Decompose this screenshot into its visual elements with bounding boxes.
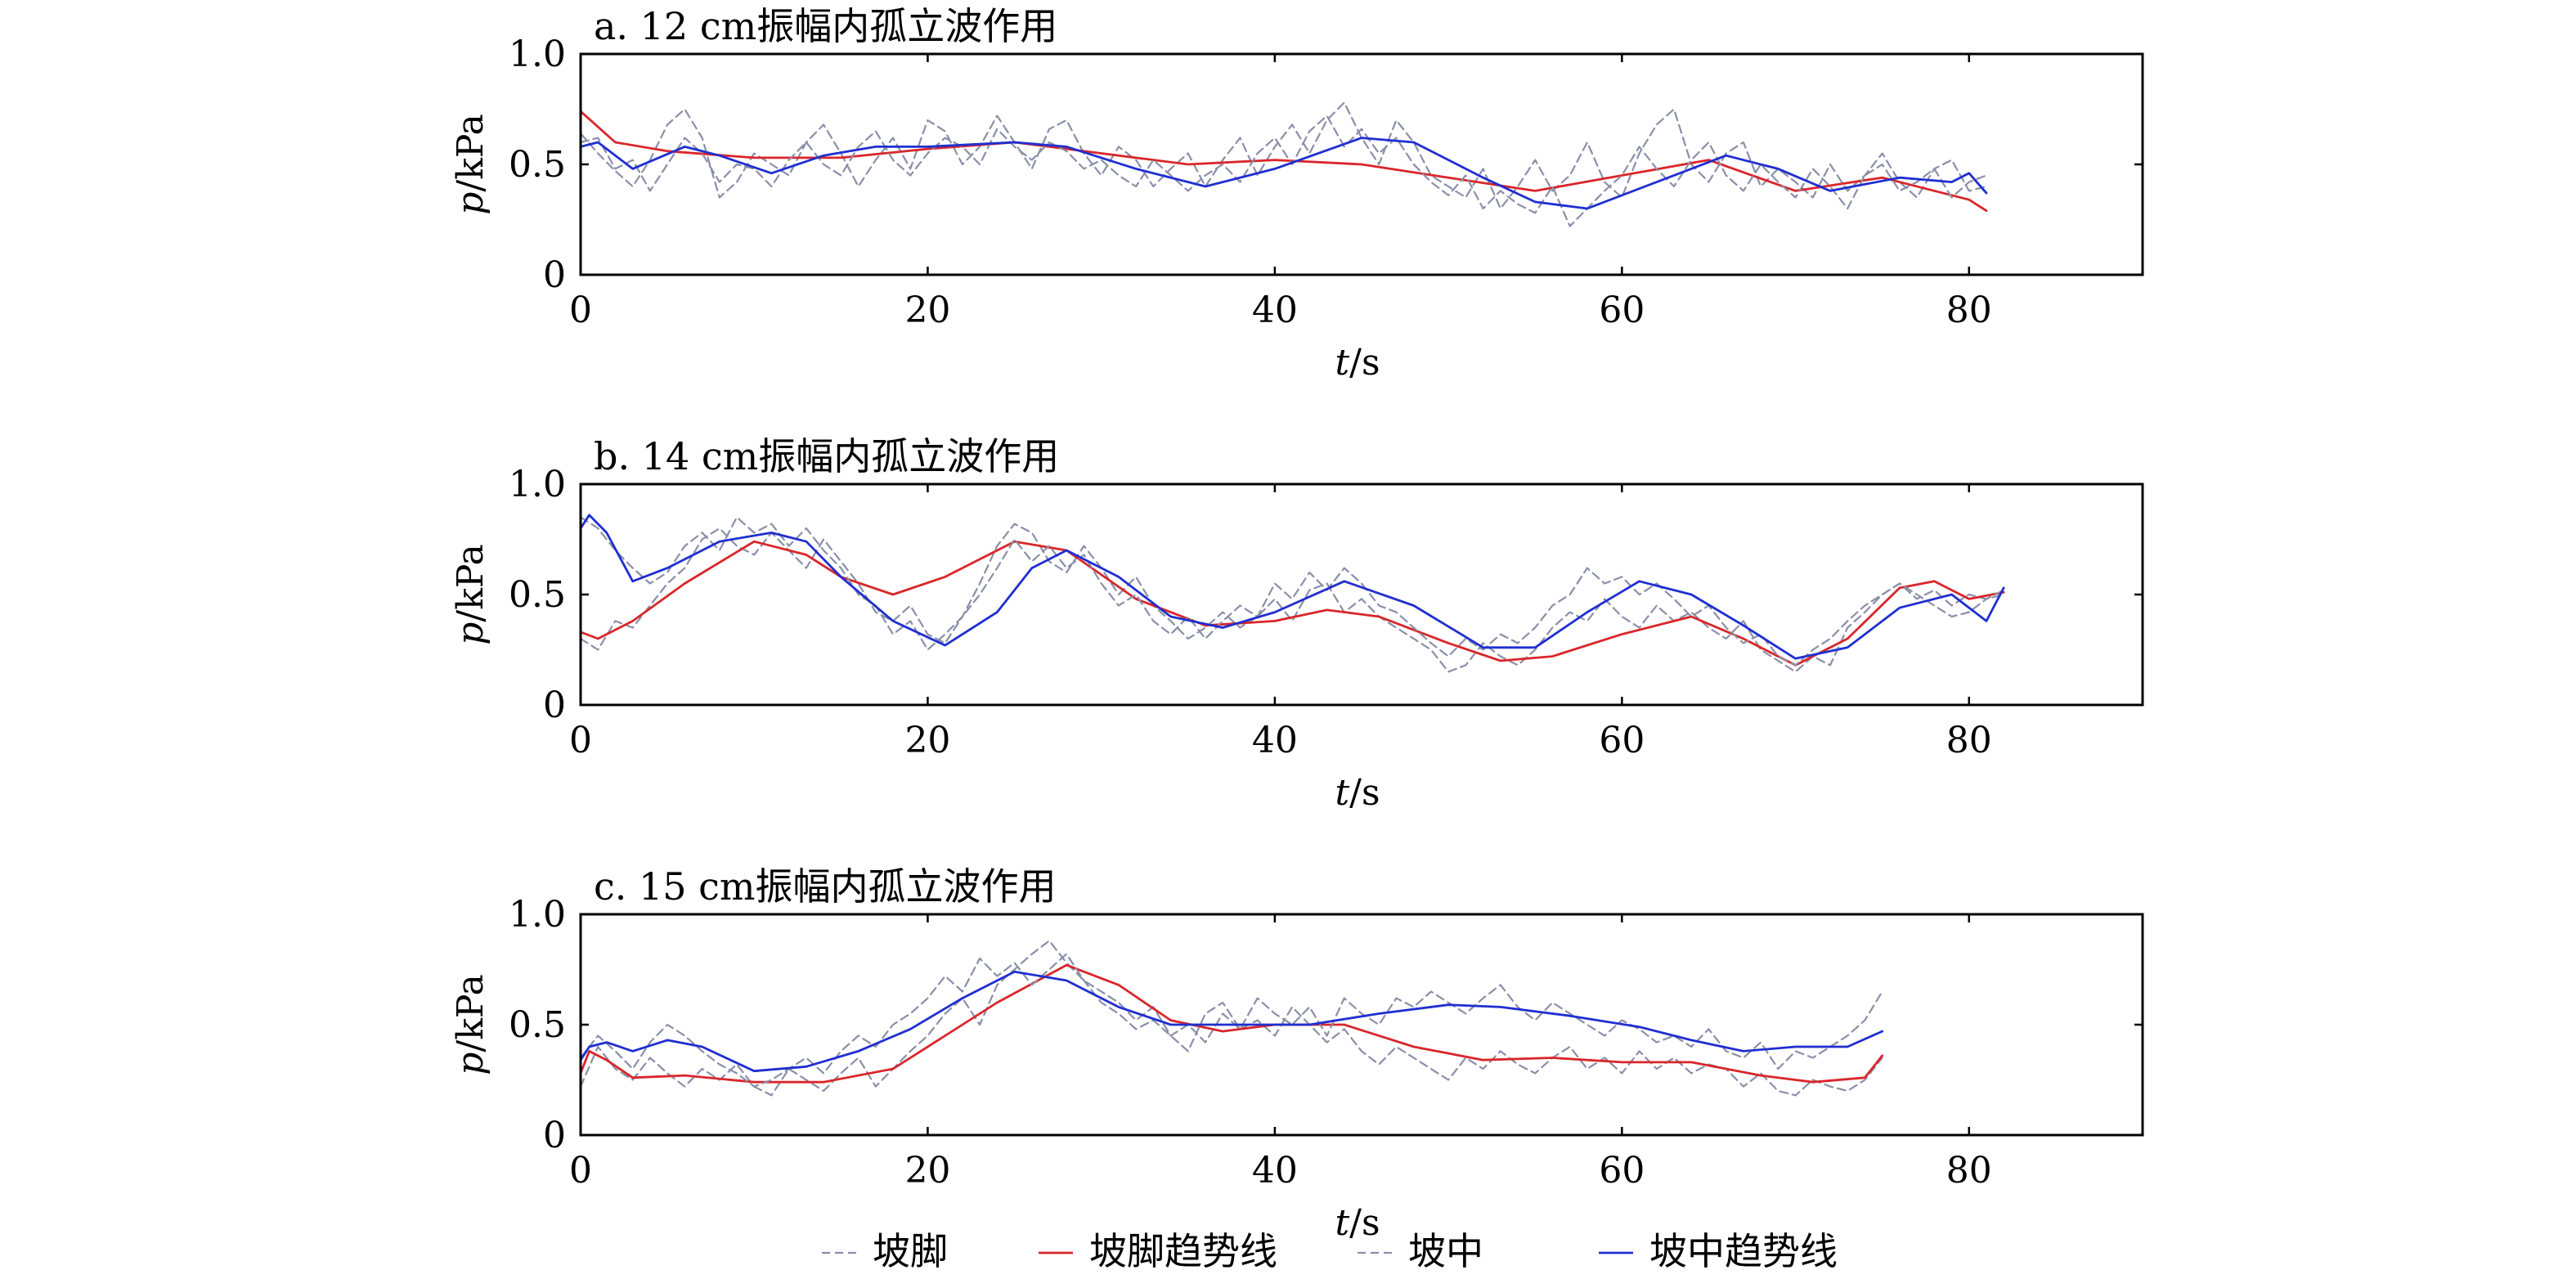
x-axis-label: t/s	[1335, 1202, 1380, 1244]
legend-label: 坡中趋势线	[1649, 1229, 1838, 1273]
x-tick-label: 80	[1946, 720, 1992, 761]
series-group	[581, 101, 1988, 227]
x-tick-label: 0	[569, 289, 592, 331]
series-line-trend-3	[581, 137, 1988, 210]
x-axis-unit: /s	[1349, 1202, 1380, 1244]
series-line-raw-0	[581, 101, 1988, 210]
y-tick-label: 1.0	[509, 894, 566, 936]
y-axis-label: p/kPa	[450, 544, 491, 645]
x-tick-label: 20	[904, 1150, 950, 1192]
series-group	[581, 514, 2005, 673]
y-tick-label: 1.0	[509, 464, 566, 505]
y-tick-label: 0.5	[509, 144, 566, 186]
plot-frame	[579, 913, 2144, 1137]
x-tick-label: 40	[1252, 1150, 1298, 1192]
series-line-raw-2	[581, 114, 1988, 227]
series-line-raw-0	[581, 940, 1883, 1097]
x-axis-variable: t	[1335, 772, 1349, 814]
x-tick-label: 20	[904, 289, 950, 331]
y-tick-label: 0.5	[509, 1004, 566, 1046]
panel-title: a. 12 cm振幅内孤立波作用	[594, 4, 1057, 48]
x-tick-label: 80	[1946, 289, 1992, 331]
series-line-raw-2	[581, 953, 1883, 1088]
series-line-trend-1	[581, 963, 1884, 1084]
x-axis-variable: t	[1335, 1202, 1349, 1244]
panel-title: c. 15 cm振幅内孤立波作用	[594, 864, 1057, 909]
y-axis-label: p/kPa	[450, 974, 491, 1075]
y-axis-unit: /kPa	[450, 114, 491, 191]
y-axis-unit: /kPa	[450, 974, 491, 1052]
x-tick-label: 60	[1599, 1150, 1645, 1192]
legend-label: 坡中	[1408, 1229, 1483, 1273]
x-axis-variable: t	[1335, 342, 1349, 384]
x-tick-label: 40	[1252, 289, 1298, 331]
plot-frame	[579, 482, 2144, 707]
x-tick-label: 20	[904, 720, 950, 761]
series-line-raw-0	[581, 523, 2005, 673]
x-tick-label: 60	[1599, 720, 1645, 761]
chart-panels: a. 12 cm振幅内孤立波作用 0 20 40 60 80 0 0.5 1.0 t/s p/kPa…	[450, 4, 2144, 1244]
y-axis-label: p/kPa	[450, 114, 491, 215]
y-axis-variable: p	[450, 622, 491, 645]
x-axis-unit: /s	[1349, 772, 1380, 814]
series-line-trend-3	[581, 970, 1884, 1073]
y-axis-unit: /kPa	[450, 544, 491, 622]
legend-entry-0: 坡脚	[822, 1229, 948, 1273]
panel-title: b. 14 cm振幅内孤立波作用	[594, 434, 1059, 478]
legend-label: 坡脚趋势线	[1089, 1229, 1277, 1273]
y-tick-label: 0	[543, 1115, 566, 1156]
y-tick-label: 0.5	[509, 574, 566, 616]
legend-entry-3: 坡中趋势线	[1599, 1229, 1838, 1273]
legend-label: 坡脚	[873, 1229, 948, 1273]
x-axis-label: t/s	[1335, 772, 1380, 814]
y-tick-label: 1.0	[509, 34, 566, 75]
x-tick-label: 0	[569, 720, 592, 761]
x-axis-label: t/s	[1335, 342, 1380, 384]
x-tick-label: 80	[1946, 1150, 1992, 1192]
y-tick-label: 0	[543, 254, 566, 296]
series-line-raw-2	[581, 516, 2005, 666]
x-axis-unit: /s	[1349, 342, 1380, 384]
x-tick-label: 60	[1599, 289, 1645, 331]
x-tick-label: 40	[1252, 720, 1298, 761]
chart-panel-2: c. 15 cm振幅内孤立波作用 0 20 40 60 80 0 0.5 1.0 t/s p/kPa	[450, 864, 2144, 1244]
legend: 坡脚 坡脚趋势线 坡中 坡中趋势线	[822, 1229, 1838, 1273]
legend-entry-1: 坡脚趋势线	[1039, 1229, 1277, 1273]
series-group	[581, 940, 1884, 1097]
chart-panel-0: a. 12 cm振幅内孤立波作用 0 20 40 60 80 0 0.5 1.0 t/s p/kPa	[450, 4, 2144, 384]
series-line-trend-1	[581, 110, 1988, 213]
y-axis-variable: p	[450, 1052, 491, 1075]
legend-entry-2: 坡中	[1358, 1229, 1483, 1273]
x-tick-label: 0	[569, 1150, 592, 1192]
y-axis-variable: p	[450, 192, 491, 215]
series-line-trend-3	[581, 514, 2005, 660]
y-tick-label: 0	[543, 684, 566, 726]
chart-panel-1: b. 14 cm振幅内孤立波作用 0 20 40 60 80 0 0.5 1.0 t/s p/kPa	[450, 434, 2144, 814]
